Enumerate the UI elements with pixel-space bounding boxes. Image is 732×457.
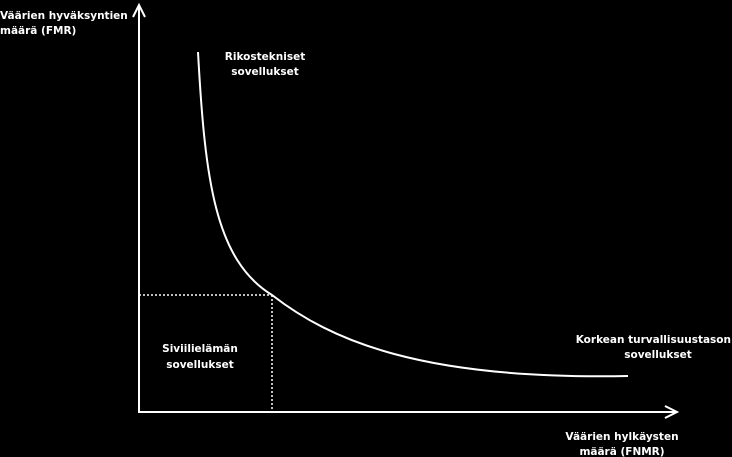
y-axis-label: Väärien hyväksyntien bbox=[0, 10, 128, 22]
region-label: Rikostekniset bbox=[225, 51, 305, 63]
region-label: sovellukset bbox=[166, 359, 233, 371]
trade-off-curve bbox=[197, 51, 629, 378]
x-axis-arrow bbox=[664, 405, 680, 419]
region-label: Korkean turvallisuustason bbox=[576, 334, 731, 346]
region-label: sovellukset bbox=[231, 66, 298, 78]
y-axis-label: määrä (FMR) bbox=[0, 25, 76, 37]
y-axis-arrow bbox=[132, 2, 146, 18]
axes bbox=[132, 2, 680, 419]
guides bbox=[139, 294, 273, 412]
x-axis-label: määrä (FNMR) bbox=[579, 446, 664, 457]
region-label: sovellukset bbox=[624, 349, 691, 361]
region-label: Siviilielämän bbox=[162, 343, 238, 355]
x-axis-label: Väärien hylkäysten bbox=[565, 431, 678, 443]
